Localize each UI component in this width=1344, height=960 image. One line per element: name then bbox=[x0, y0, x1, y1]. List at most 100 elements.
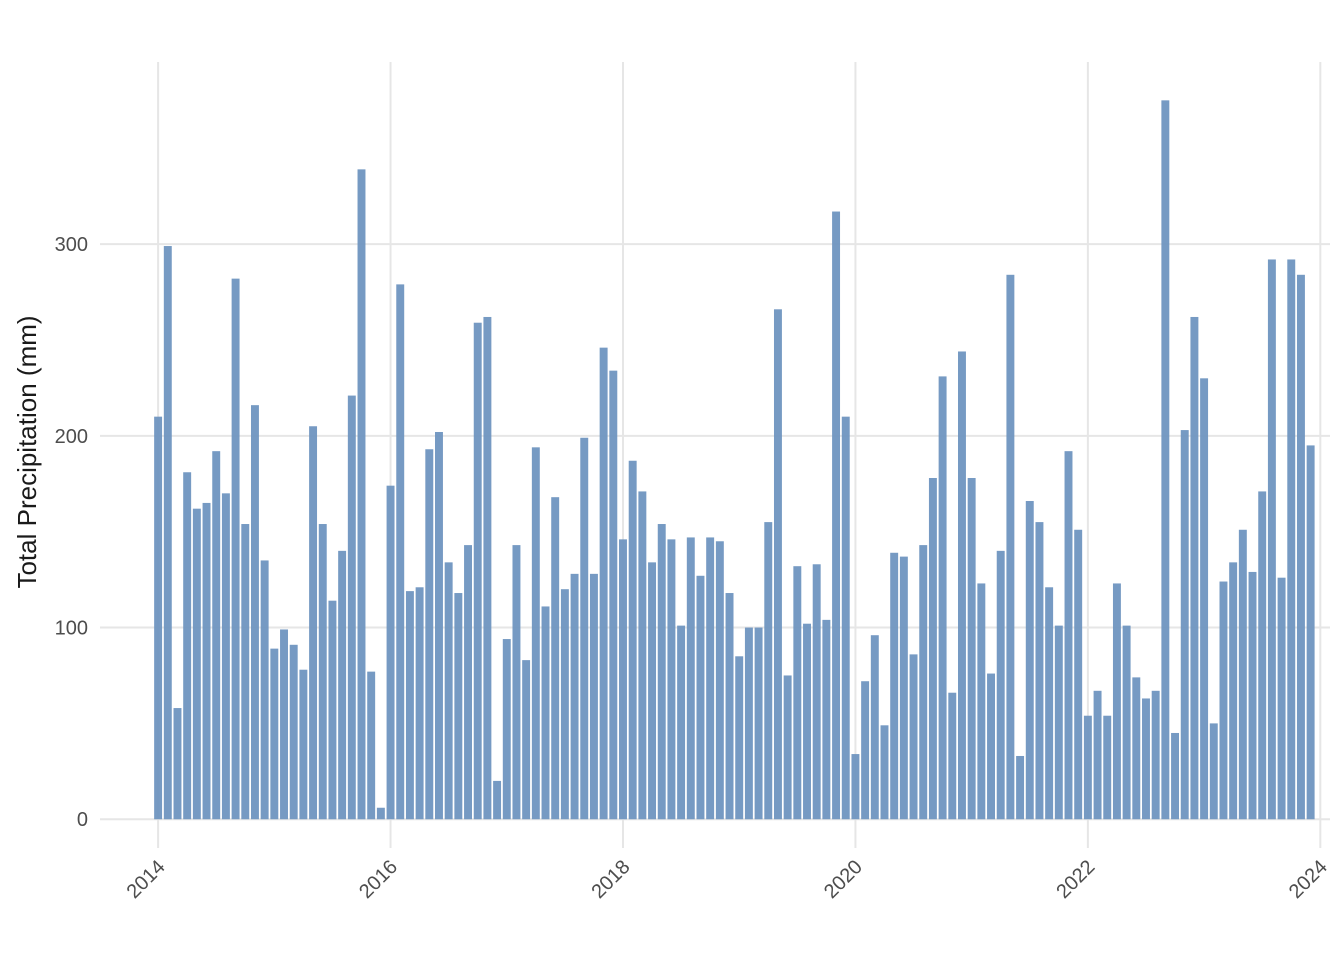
bar bbox=[212, 451, 221, 820]
bar bbox=[686, 537, 695, 820]
bar bbox=[1151, 690, 1160, 820]
bar bbox=[318, 524, 327, 820]
bar bbox=[909, 654, 918, 820]
bar bbox=[638, 491, 647, 820]
bar bbox=[163, 246, 172, 820]
y-tick-label: 300 bbox=[55, 234, 88, 256]
bar bbox=[221, 493, 230, 820]
bar bbox=[444, 562, 453, 820]
bar bbox=[1006, 274, 1015, 820]
bar bbox=[522, 660, 531, 820]
x-tick-label: 2022 bbox=[1052, 856, 1099, 903]
x-tick-label: 2016 bbox=[355, 856, 402, 903]
bar bbox=[560, 589, 569, 820]
bar bbox=[183, 472, 192, 820]
bar bbox=[512, 545, 521, 820]
bar bbox=[677, 625, 686, 820]
bar bbox=[405, 591, 414, 820]
bar bbox=[1229, 562, 1238, 820]
bar bbox=[667, 539, 676, 820]
bar bbox=[706, 537, 715, 820]
bar bbox=[483, 316, 492, 820]
bar bbox=[464, 545, 473, 820]
bar bbox=[1035, 522, 1044, 820]
bar bbox=[386, 485, 395, 820]
bar bbox=[299, 669, 308, 820]
bars bbox=[154, 100, 1315, 820]
bar bbox=[851, 754, 860, 820]
bar bbox=[822, 619, 831, 820]
bar bbox=[967, 478, 976, 820]
bar bbox=[619, 539, 627, 820]
bar bbox=[1103, 715, 1112, 820]
bar bbox=[744, 627, 753, 820]
bar bbox=[1267, 259, 1276, 820]
bar bbox=[541, 606, 550, 820]
y-axis-title: Total Precipitation (mm) bbox=[12, 315, 42, 588]
bar bbox=[415, 587, 424, 820]
bar bbox=[1025, 501, 1034, 820]
x-tick-label: 2014 bbox=[123, 856, 170, 903]
bar bbox=[328, 600, 337, 820]
bar bbox=[764, 522, 773, 820]
bar bbox=[357, 169, 366, 820]
bar bbox=[347, 395, 356, 820]
bar bbox=[880, 725, 889, 820]
bar bbox=[435, 431, 443, 820]
bar bbox=[987, 673, 995, 820]
bar bbox=[725, 593, 734, 820]
bar bbox=[657, 524, 666, 820]
bar bbox=[1190, 316, 1199, 820]
bar bbox=[270, 648, 279, 820]
y-axis-ticks: 0 100 200 300 bbox=[55, 234, 88, 831]
bar bbox=[1209, 723, 1218, 820]
bar bbox=[948, 692, 957, 820]
y-tick-label: 100 bbox=[55, 618, 88, 640]
bar bbox=[1296, 274, 1305, 820]
bar bbox=[996, 550, 1005, 820]
bar bbox=[1054, 625, 1063, 820]
bar bbox=[977, 583, 986, 820]
bar bbox=[173, 708, 182, 820]
bar bbox=[531, 447, 540, 820]
bar bbox=[928, 478, 937, 820]
bar bbox=[773, 309, 782, 820]
bar bbox=[628, 460, 637, 820]
x-tick-label: 2024 bbox=[1285, 856, 1332, 903]
bar bbox=[899, 556, 908, 820]
bar bbox=[832, 211, 841, 820]
bar bbox=[1306, 445, 1315, 820]
bar bbox=[376, 807, 385, 820]
bar bbox=[812, 564, 821, 820]
y-tick-label: 0 bbox=[77, 809, 88, 831]
bar bbox=[1064, 451, 1073, 820]
bar bbox=[1093, 690, 1102, 820]
bar bbox=[803, 623, 811, 820]
bar bbox=[793, 566, 802, 820]
bar bbox=[454, 593, 463, 820]
bar bbox=[551, 497, 560, 820]
bar bbox=[841, 416, 850, 820]
bar bbox=[338, 550, 347, 820]
bar bbox=[1248, 571, 1257, 820]
bar bbox=[580, 437, 589, 820]
bar bbox=[1083, 715, 1092, 820]
bar bbox=[919, 545, 928, 820]
bar bbox=[289, 644, 298, 820]
bar bbox=[309, 426, 318, 820]
bar bbox=[1258, 491, 1267, 820]
bar bbox=[715, 541, 724, 820]
bar bbox=[599, 347, 608, 820]
bar bbox=[1132, 677, 1141, 820]
bar bbox=[938, 376, 947, 820]
x-axis-ticks: 2014 2016 2018 2020 2022 2024 bbox=[123, 856, 1332, 903]
bar bbox=[890, 552, 899, 820]
bar bbox=[1112, 583, 1121, 820]
bar bbox=[1287, 259, 1296, 820]
bar bbox=[1277, 577, 1286, 820]
bar bbox=[1074, 529, 1083, 820]
bar bbox=[1122, 625, 1131, 820]
bar bbox=[870, 635, 879, 820]
y-tick-label: 200 bbox=[55, 426, 88, 448]
bar bbox=[250, 405, 259, 820]
